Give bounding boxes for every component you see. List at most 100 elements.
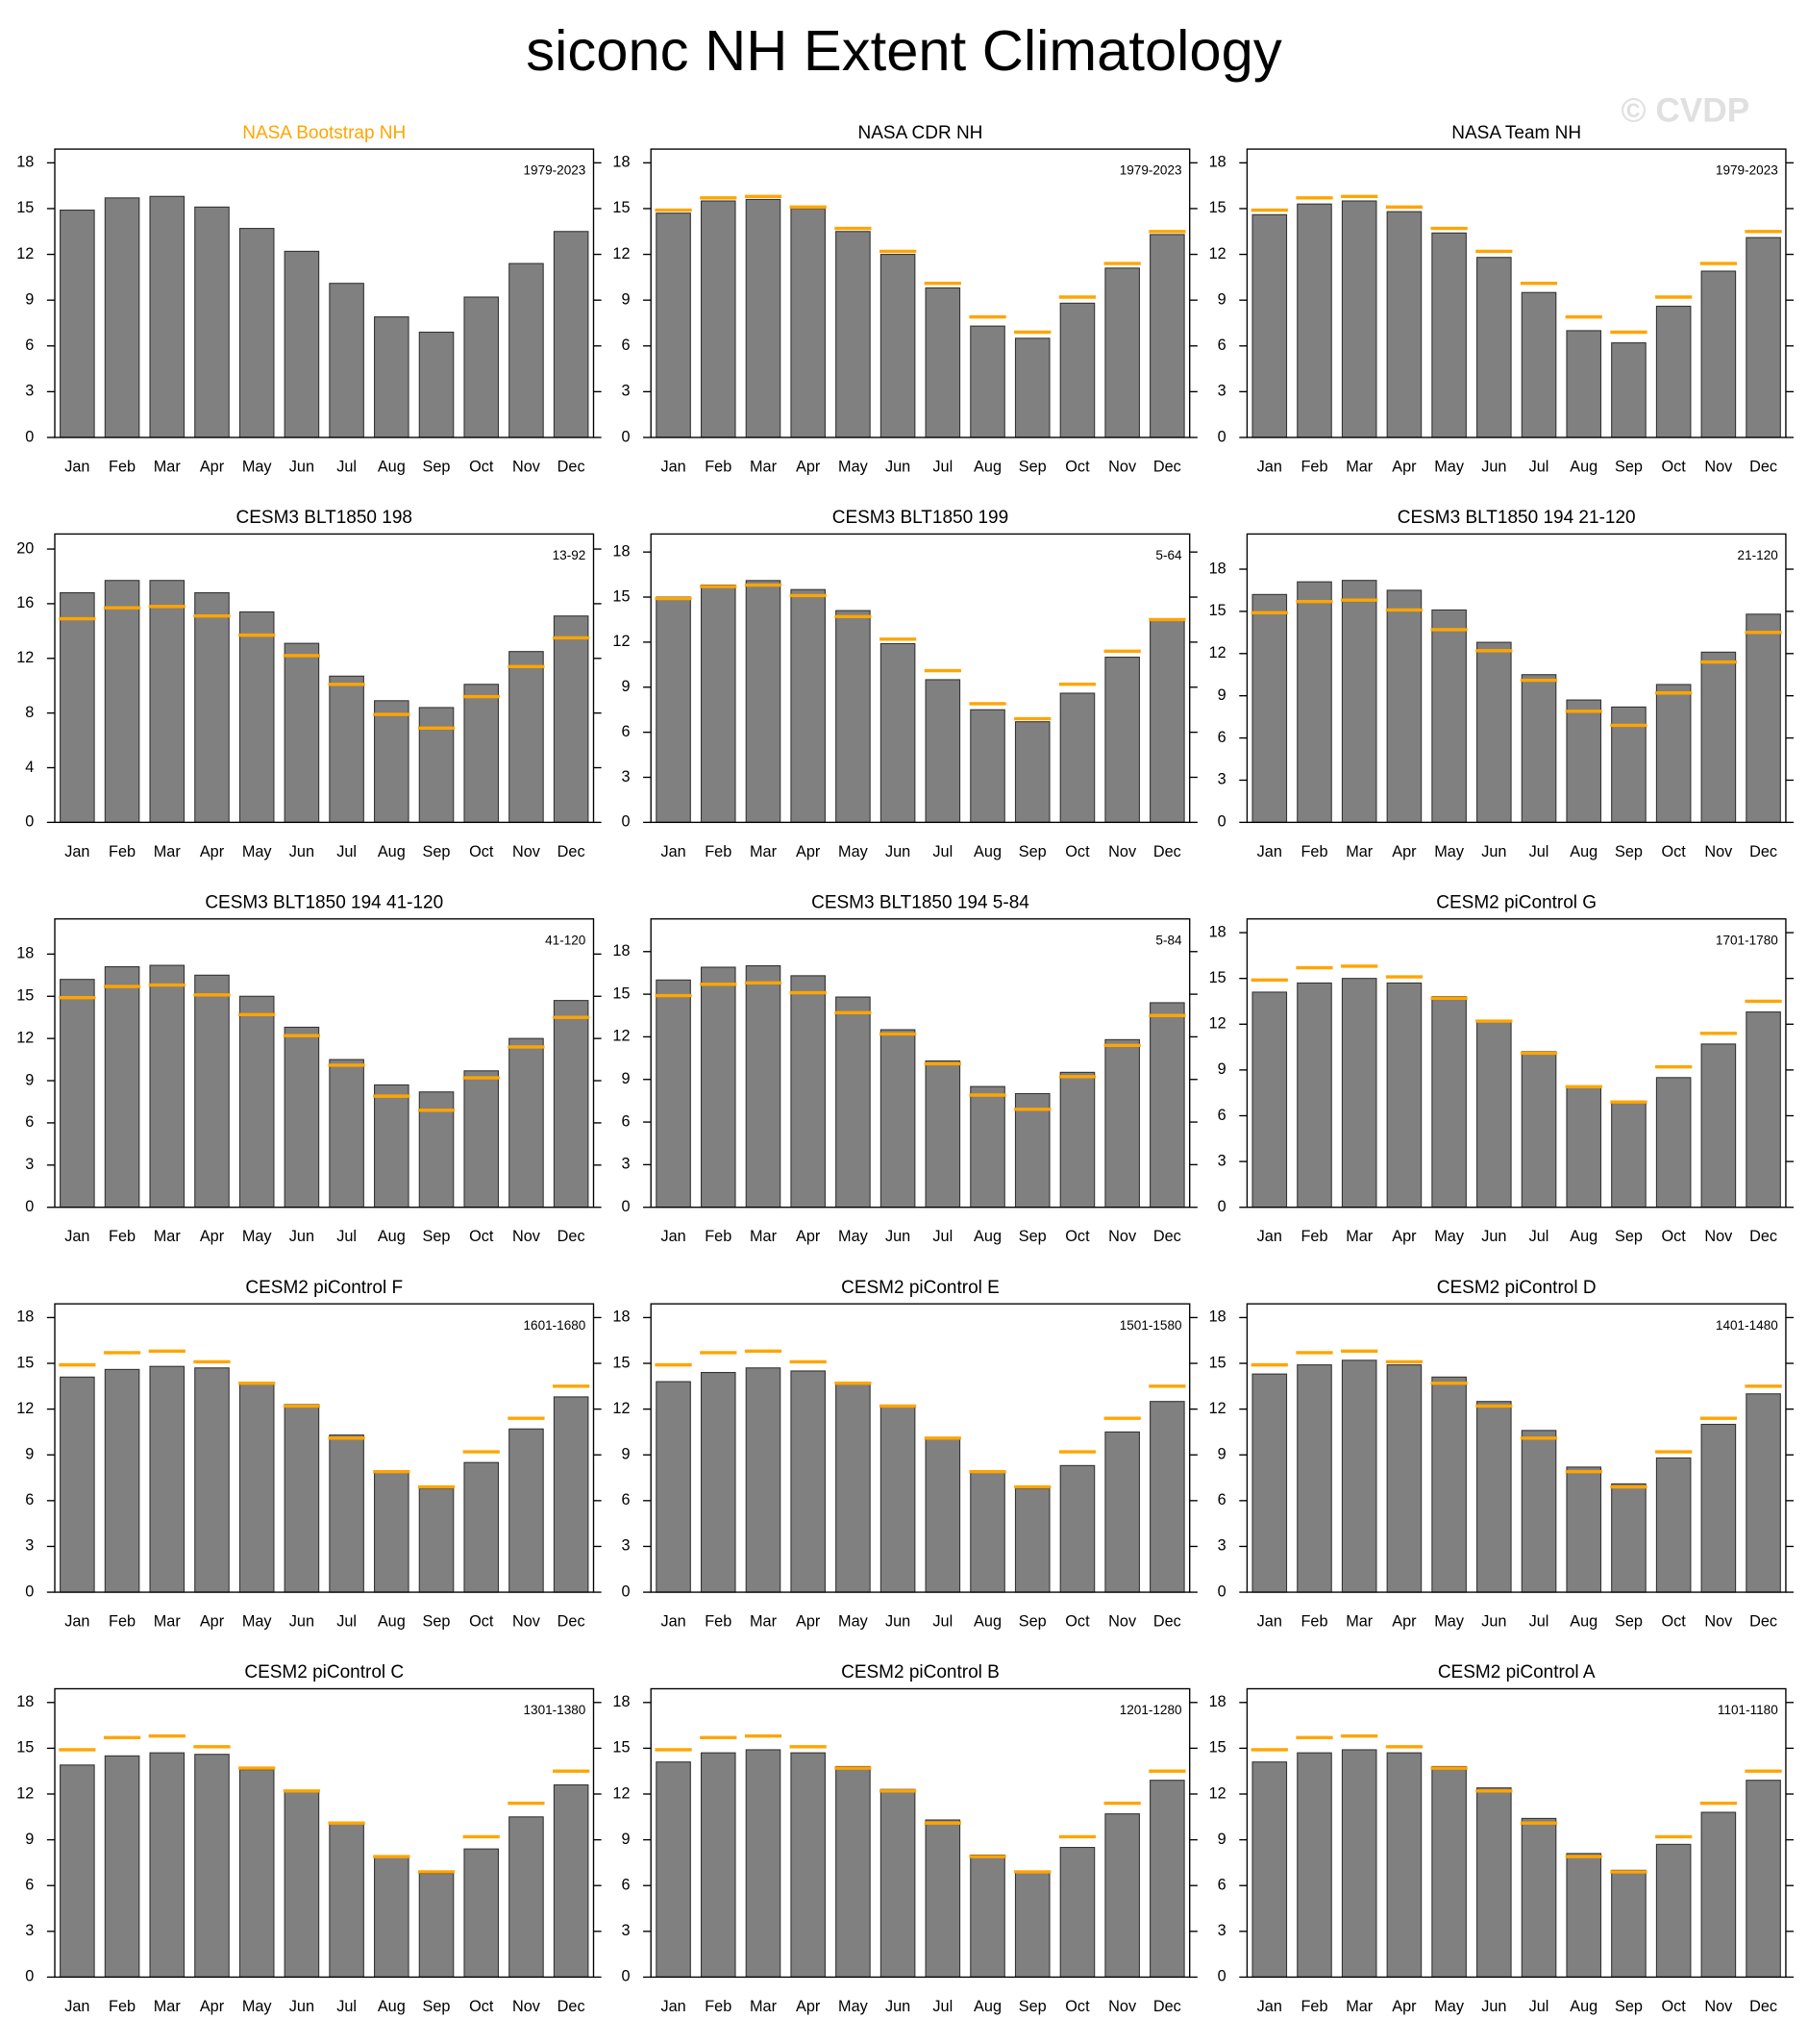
bar	[329, 1822, 364, 1978]
x-tick-label: Jul	[932, 1998, 953, 2015]
plot-frame	[1246, 918, 1787, 1209]
bar	[1476, 641, 1512, 823]
x-tick-label: Jul	[1529, 1228, 1549, 1245]
bar	[1566, 1853, 1602, 1978]
bar	[1297, 203, 1332, 438]
bar	[1521, 1817, 1557, 1978]
plot-frame	[54, 148, 595, 438]
bar	[1700, 651, 1737, 823]
x-tick-label: Apr	[796, 459, 821, 476]
y-tick-label: 0	[25, 1968, 34, 1985]
x-tick-label: Jul	[932, 1613, 953, 1631]
bar	[879, 1405, 916, 1593]
bar	[1251, 213, 1288, 438]
bar	[149, 580, 186, 823]
bar	[553, 1396, 589, 1593]
bar	[194, 1367, 230, 1593]
bar	[879, 1788, 916, 1978]
bar	[1014, 1487, 1051, 1593]
bar	[1746, 1011, 1781, 1209]
panel-title: CESM3 BLT1850 194 5-84	[811, 893, 1029, 913]
x-tick-label: May	[242, 1998, 273, 2015]
bar	[1251, 1761, 1288, 1978]
bar	[1521, 291, 1557, 438]
bar	[879, 642, 916, 823]
bar	[1431, 609, 1467, 823]
x-tick-label: Oct	[469, 843, 494, 860]
x-tick-label: Jul	[336, 459, 357, 476]
y-tick-label: 9	[25, 1831, 34, 1848]
bar	[1431, 232, 1467, 438]
y-tick-label: 9	[621, 1446, 630, 1463]
x-tick-label: Aug	[974, 843, 1002, 860]
plot-frame	[1246, 148, 1787, 438]
bar	[1341, 1749, 1377, 1978]
bar	[879, 254, 916, 438]
x-tick-label: Sep	[1019, 843, 1047, 860]
bar	[1655, 1457, 1692, 1593]
bar	[790, 1370, 826, 1593]
y-tick-label: 15	[1209, 969, 1226, 986]
y-tick-label: 15	[16, 1739, 34, 1757]
x-tick-label: Feb	[1300, 1228, 1327, 1245]
bar	[1150, 618, 1185, 823]
y-tick-label: 12	[1209, 1400, 1226, 1417]
bar	[418, 1872, 455, 1978]
panel-title: CESM3 BLT1850 194 41-120	[205, 893, 443, 913]
x-tick-label: Jun	[289, 459, 314, 476]
bar	[284, 1404, 320, 1593]
bar	[329, 1434, 364, 1593]
x-tick-label: Nov	[512, 459, 541, 476]
x-tick-label: Feb	[705, 1613, 731, 1631]
y-tick-label: 6	[1218, 1491, 1226, 1508]
bar	[329, 283, 364, 438]
bar	[194, 1754, 230, 1978]
bar	[1700, 1423, 1737, 1593]
x-tick-label: Aug	[974, 1228, 1002, 1245]
x-tick-label: Dec	[1153, 1613, 1181, 1631]
x-tick-label: May	[838, 1998, 869, 2015]
x-tick-label: Dec	[1153, 843, 1181, 860]
x-tick-label: Jun	[885, 1228, 910, 1245]
x-tick-label: Nov	[1108, 459, 1137, 476]
bar	[790, 975, 826, 1209]
bar	[1476, 1401, 1512, 1593]
x-tick-label: Jun	[289, 1998, 314, 2015]
x-tick-label: Jun	[289, 1228, 314, 1245]
x-tick-label: Oct	[1662, 1613, 1687, 1631]
bar	[284, 250, 320, 438]
bar	[238, 995, 275, 1209]
x-tick-label: Jul	[336, 1998, 357, 2015]
bar	[835, 1383, 871, 1593]
x-tick-label: Feb	[109, 459, 136, 476]
bar	[745, 1749, 781, 1978]
x-tick-label: Aug	[1570, 1228, 1597, 1245]
bar	[1655, 1077, 1692, 1209]
bar	[790, 1752, 826, 1978]
x-tick-label: Nov	[1108, 1998, 1137, 2015]
bar	[1341, 580, 1377, 823]
bar	[1059, 692, 1096, 823]
bar	[1700, 270, 1737, 438]
bar	[104, 965, 140, 1209]
y-tick-label: 3	[25, 1537, 34, 1555]
bar	[1476, 1787, 1512, 1978]
bar	[1150, 1780, 1185, 1978]
y-tick-label: 18	[16, 154, 34, 171]
plot-frame	[54, 1303, 595, 1593]
x-tick-label: Feb	[1300, 1998, 1327, 2015]
x-tick-label: Oct	[1065, 1228, 1090, 1245]
y-tick-label: 12	[1209, 245, 1226, 262]
x-tick-label: Oct	[1065, 1613, 1090, 1631]
bar	[463, 1070, 500, 1209]
x-tick-label: Mar	[750, 1228, 778, 1245]
bar	[238, 611, 275, 823]
x-tick-label: Feb	[109, 1998, 136, 2015]
bar	[508, 1037, 544, 1209]
bar	[1386, 211, 1423, 438]
x-tick-label: Jan	[660, 1613, 685, 1631]
x-tick-label: Mar	[154, 1998, 182, 2015]
bar	[238, 1383, 275, 1593]
x-tick-label: Feb	[1300, 459, 1327, 476]
y-tick-label: 15	[1209, 602, 1226, 619]
